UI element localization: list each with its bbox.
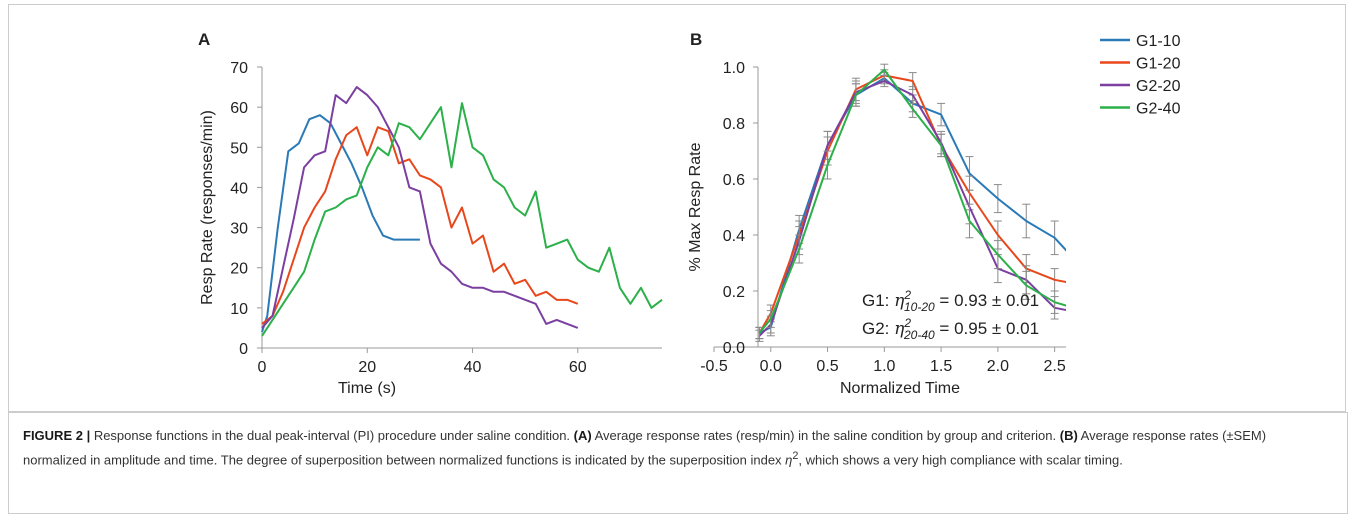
- symbol: η: [894, 319, 905, 339]
- y-axis-label: Resp Rate (responses/min): [199, 110, 216, 305]
- x-tick-label: 20: [358, 359, 376, 376]
- y-tick-label: 70: [230, 60, 248, 77]
- x-tick-label: 1.0: [873, 358, 895, 375]
- y-tick-label: 60: [230, 100, 248, 117]
- x-tick-label: 2.5: [1044, 358, 1066, 375]
- panel-ref: (B): [1059, 428, 1078, 443]
- y-tick-label: 40: [230, 180, 248, 197]
- legend-label: G1-10: [1136, 33, 1181, 50]
- subscript: 10-20: [904, 300, 935, 314]
- panel-label: B: [690, 30, 702, 49]
- error-bar: [1079, 252, 1087, 286]
- annotation-value: = 0.93 ± 0.01: [935, 291, 1039, 310]
- series-line: [261, 114, 420, 333]
- annotation: G2: η2 20-40 = 0.95 ± 0.01: [862, 316, 1039, 342]
- caption-text: Response functions in the dual peak-inte…: [90, 428, 574, 443]
- subscript: 20-40: [903, 328, 935, 342]
- legend-label: G2-20: [1136, 78, 1181, 95]
- y-tick-label: 1.0: [723, 60, 745, 77]
- x-tick-label: 0: [258, 359, 267, 376]
- figure-charts: A 0 10 20 30 40 50 60 70 0 20 40 60 Time (s) Resp Rate…: [8, 4, 1346, 412]
- superscript: 2: [903, 316, 911, 330]
- caption-text: , which shows a very high compliance wit…: [798, 452, 1123, 468]
- error-bar: [1079, 274, 1087, 296]
- y-tick-label: 0.6: [723, 172, 745, 189]
- y-tick-label: 10: [230, 301, 248, 318]
- symbol: η: [894, 291, 905, 311]
- x-tick-label: 1.5: [930, 358, 952, 375]
- symbol: η: [785, 452, 793, 468]
- plot-area: [261, 86, 663, 337]
- x-tick-label: 2.0: [987, 358, 1009, 375]
- caption-text: Average response rates (±SEM) normalized…: [23, 428, 1267, 468]
- superscript: 2: [903, 288, 911, 302]
- x-axis-label: Time (s): [338, 380, 396, 397]
- panel-label: A: [198, 30, 210, 49]
- y-tick-label: 20: [230, 261, 248, 278]
- superscript: 2: [792, 450, 799, 462]
- x-tick-label: 0.0: [760, 358, 782, 375]
- series-line: [261, 102, 663, 337]
- x-axis-label: Normalized Time: [840, 380, 960, 397]
- annotation-value: = 0.95 ± 0.01: [935, 319, 1039, 338]
- error-bar: [1079, 299, 1087, 321]
- y-tick-label: 50: [230, 140, 248, 157]
- annotation: G1: η2 10-20 = 0.93 ± 0.01: [862, 288, 1039, 314]
- y-tick-label: 0.4: [723, 228, 745, 245]
- legend-label: G2-40: [1136, 101, 1181, 118]
- legend-label: G1-20: [1136, 56, 1181, 73]
- caption-text: Average response rates (resp/min) in the…: [591, 428, 1060, 443]
- x-tick-label: 0.5: [816, 358, 838, 375]
- y-tick-label: 0: [239, 341, 248, 358]
- caption: FIGURE 2 | Response functions in the dua…: [8, 412, 1348, 514]
- plot-area: [755, 63, 1087, 342]
- annotation-prefix: G2:: [862, 319, 894, 338]
- y-axis-label: % Max Resp Rate: [687, 142, 704, 271]
- series-line: [261, 126, 579, 325]
- figure-frame: [8, 4, 1346, 412]
- x-tick-label: 40: [464, 359, 482, 376]
- figure-label: FIGURE 2 |: [23, 428, 91, 443]
- error-bar: [1079, 302, 1087, 324]
- y-tick-label: 0.2: [723, 284, 745, 301]
- y-tick-label: 30: [230, 221, 248, 238]
- x-tick-label: 60: [569, 359, 587, 376]
- series-line: [261, 86, 579, 329]
- y-tick-label: 0.8: [723, 116, 745, 133]
- y-tick-label: 0.0: [723, 340, 745, 357]
- annotation-prefix: G1:: [862, 291, 894, 310]
- series-line: [758, 68, 1066, 334]
- panel-ref: (A): [573, 428, 592, 443]
- x-tick-label: -0.5: [700, 358, 728, 375]
